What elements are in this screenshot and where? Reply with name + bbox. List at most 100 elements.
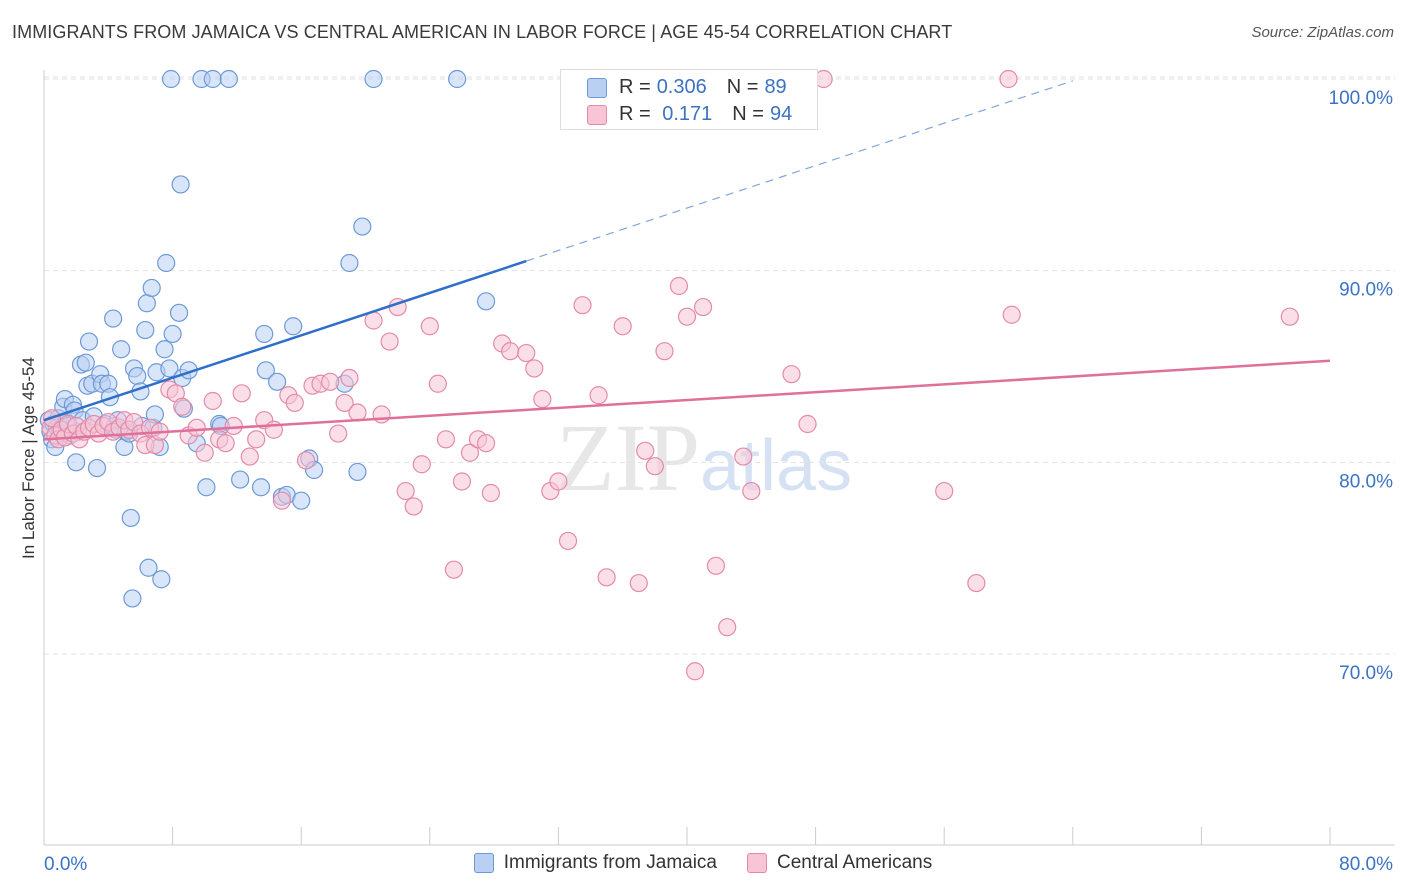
chart-title: IMMIGRANTS FROM JAMAICA VS CENTRAL AMERI… [12,22,953,42]
stats-r-label: R = [619,103,651,125]
y-tick-label: 100.0% [1329,88,1394,109]
point-central [734,447,753,466]
point-jamaica [160,359,179,378]
point-jamaica [169,303,189,322]
point-central [452,472,472,491]
legend-item-jamaica: Immigrants from Jamaica [473,852,718,874]
stats-r-label: R = [619,76,651,98]
point-central [173,397,192,416]
point-central [782,365,801,384]
point-central [589,386,608,405]
point-jamaica [267,372,287,391]
stats-n-value: 89 [764,76,787,98]
point-jamaica [364,69,383,89]
point-jamaica [79,332,99,351]
point-jamaica [155,340,174,359]
y-tick-label: 90.0% [1339,280,1393,301]
trend-line-jamaica [43,259,527,422]
point-central [501,342,520,361]
point-central [481,483,500,503]
point-central [677,307,697,326]
point-central [999,69,1018,89]
point-jamaica [340,253,359,273]
x-tick-label: 80.0% [1339,854,1393,875]
point-jamaica [121,508,140,528]
point-central [396,481,415,501]
y-tick-label: 70.0% [1339,663,1393,684]
stats-n-value: 94 [769,103,793,125]
point-jamaica [284,317,303,336]
stats-swatch-central [587,104,607,125]
point-jamaica [123,589,142,608]
legend-swatch-central [747,853,768,873]
legend: Immigrants from Jamaica Central American… [0,852,1406,874]
point-central [195,443,214,462]
point-jamaica [137,294,156,313]
point-central [232,384,251,403]
point-central [1280,307,1299,326]
point-central [272,491,292,510]
point-central [335,393,354,413]
point-central [558,531,578,551]
point-jamaica [231,470,250,489]
y-tick-label: 80.0% [1339,471,1393,492]
point-central [428,374,447,393]
point-jamaica [197,478,216,497]
point-jamaica [139,558,158,577]
point-central [216,434,235,453]
point-central [718,618,737,637]
point-jamaica [256,361,275,380]
trend-line-central [43,359,1331,441]
point-central [348,403,367,422]
stats-swatch-jamaica [587,77,607,98]
point-central [597,568,616,587]
point-central [203,391,222,411]
point-central [247,430,266,449]
point-jamaica [142,278,161,298]
trend-extension-jamaica [526,80,1073,262]
point-central [476,434,496,453]
point-central [525,359,544,378]
stats-row-central: R = 0.171 N = 94 [587,103,792,126]
point-central [444,560,464,579]
point-jamaica [251,478,271,497]
point-jamaica [157,253,176,273]
stats-n-label: N = [726,76,759,98]
watermark: ZIPatlas [556,402,852,513]
point-central [533,389,552,409]
legend-swatch-jamaica [473,853,494,873]
stats-row-jamaica: R = 0.306 N = 89 [587,76,787,99]
point-central [380,332,399,351]
legend-item-central: Central Americans [747,852,932,874]
point-jamaica [104,309,123,328]
point-central [613,317,632,336]
point-jamaica [128,366,147,386]
stats-box: R = 0.306 N = 89 R = 0.171 N = 94 [560,69,818,130]
stats-n-label: N = [732,103,764,125]
point-jamaica [67,453,86,472]
point-central [549,472,568,491]
point-central [798,414,817,434]
point-central [321,372,340,391]
y-axis-label: In Labor Force | Age 45-54 [19,357,38,559]
point-central [372,405,391,424]
point-jamaica [203,69,222,89]
point-central [224,416,243,436]
point-central [517,343,536,363]
point-central [1002,305,1021,324]
legend-label-jamaica: Immigrants from Jamaica [503,852,718,873]
point-central [240,447,259,466]
point-jamaica [476,292,496,311]
legend-label-central: Central Americans [777,852,933,873]
point-jamaica [76,353,95,372]
point-jamaica [448,69,467,89]
point-central [645,457,664,476]
point-central [935,481,954,501]
point-central [340,368,359,388]
point-jamaica [171,175,190,194]
point-central [187,418,206,437]
point-central [460,443,480,462]
point-central [685,662,705,681]
point-central [636,441,655,460]
